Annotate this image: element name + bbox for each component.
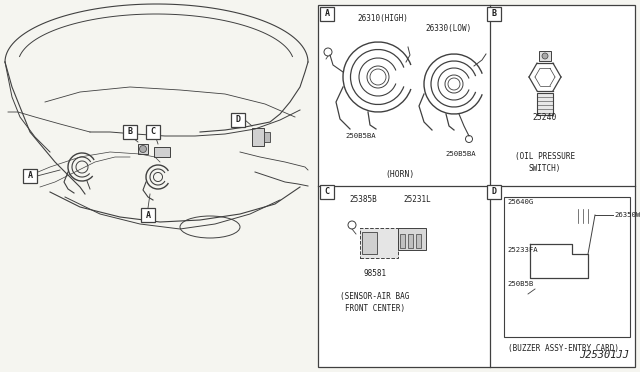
Circle shape <box>465 135 472 142</box>
Circle shape <box>140 145 147 153</box>
Text: (OIL PRESSURE: (OIL PRESSURE <box>515 153 575 161</box>
Text: 26330(LOW): 26330(LOW) <box>425 23 471 32</box>
FancyBboxPatch shape <box>504 197 630 337</box>
FancyBboxPatch shape <box>318 5 635 367</box>
FancyBboxPatch shape <box>138 144 148 154</box>
Text: 98581: 98581 <box>364 269 387 278</box>
Text: 25640G: 25640G <box>507 199 533 205</box>
Text: (HORN): (HORN) <box>385 170 415 180</box>
FancyBboxPatch shape <box>23 169 37 183</box>
Text: D: D <box>492 187 497 196</box>
FancyBboxPatch shape <box>487 7 501 21</box>
Text: 250B5B: 250B5B <box>507 281 533 287</box>
FancyBboxPatch shape <box>141 208 155 222</box>
FancyBboxPatch shape <box>487 185 501 199</box>
FancyBboxPatch shape <box>252 128 264 146</box>
FancyBboxPatch shape <box>537 205 577 227</box>
Text: A: A <box>145 211 150 219</box>
Text: J25301JJ: J25301JJ <box>579 350 629 360</box>
Text: (SENSOR-AIR BAG: (SENSOR-AIR BAG <box>340 292 410 301</box>
Text: D: D <box>236 115 241 125</box>
Text: FRONT CENTER): FRONT CENTER) <box>345 305 405 314</box>
FancyBboxPatch shape <box>539 51 551 61</box>
Text: SWITCH): SWITCH) <box>529 164 561 173</box>
Text: 26310(HIGH): 26310(HIGH) <box>357 13 408 22</box>
FancyBboxPatch shape <box>154 147 170 157</box>
FancyBboxPatch shape <box>146 125 160 139</box>
FancyBboxPatch shape <box>320 185 334 199</box>
FancyBboxPatch shape <box>362 232 377 254</box>
FancyBboxPatch shape <box>408 234 413 248</box>
Text: A: A <box>28 171 33 180</box>
Circle shape <box>542 53 548 59</box>
Text: 25231L: 25231L <box>403 196 431 205</box>
Text: 25385B: 25385B <box>349 196 377 205</box>
FancyBboxPatch shape <box>400 234 405 248</box>
Text: (BUZZER ASSY-ENTRY CARD): (BUZZER ASSY-ENTRY CARD) <box>508 343 618 353</box>
Text: B: B <box>492 10 497 19</box>
Circle shape <box>324 48 332 56</box>
Text: A: A <box>324 10 330 19</box>
FancyBboxPatch shape <box>398 228 426 250</box>
FancyBboxPatch shape <box>360 228 398 258</box>
FancyBboxPatch shape <box>231 113 245 127</box>
FancyBboxPatch shape <box>320 7 334 21</box>
Circle shape <box>348 221 356 229</box>
Circle shape <box>518 292 529 302</box>
Text: B: B <box>127 128 132 137</box>
FancyBboxPatch shape <box>577 207 595 225</box>
FancyBboxPatch shape <box>416 234 421 248</box>
Text: 25240: 25240 <box>533 112 557 122</box>
Text: C: C <box>324 187 330 196</box>
Text: C: C <box>150 128 156 137</box>
FancyBboxPatch shape <box>537 93 553 115</box>
Text: 26350W: 26350W <box>614 212 640 218</box>
FancyBboxPatch shape <box>123 125 137 139</box>
Text: 250B5BA: 250B5BA <box>445 151 476 157</box>
FancyBboxPatch shape <box>264 132 270 142</box>
Text: 25233FA: 25233FA <box>507 247 538 253</box>
Text: 250B5BA: 250B5BA <box>345 133 376 139</box>
Circle shape <box>520 295 525 299</box>
